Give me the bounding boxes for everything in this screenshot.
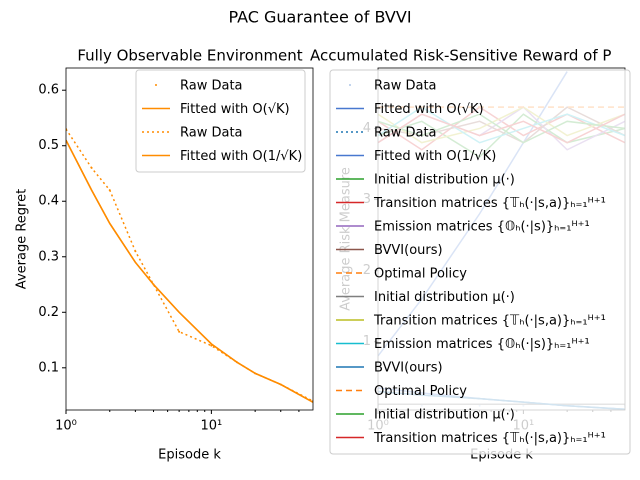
legend-label: Transition matrices {𝕋ₕ(·|s,a)}ₕ₌₁ᴴ⁺¹ (373, 196, 606, 211)
legend-label: Optimal Policy (374, 267, 467, 282)
legend-label: Fitted with O(√K) (374, 102, 484, 117)
x-axis-label: Episode k (158, 448, 221, 463)
y-axis-label: Average Regret (15, 189, 30, 289)
legend-label: Transition matrices {𝕋ₕ(·|s,a)}ₕ₌₁ᴴ⁺¹ (373, 314, 606, 329)
subplot-title: Fully Observable Environment (77, 47, 302, 65)
legend-marker (349, 84, 351, 86)
legend-label: Initial distribution μ(·) (374, 408, 515, 423)
legend-label: Optimal Policy (374, 384, 467, 399)
legend-marker (155, 84, 157, 86)
y-tick-label: 0.1 (38, 360, 59, 375)
y-tick-label: 0.3 (38, 249, 59, 264)
y-tick-label: 0.4 (38, 194, 59, 209)
legend-label: BVVI(ours) (374, 243, 443, 258)
subplot-title: Accumulated Risk-Sensitive Reward of P (310, 47, 611, 65)
legend-label: Fitted with O(1/√K) (180, 149, 302, 164)
legend-label: BVVI(ours) (374, 361, 443, 376)
legend-box (329, 69, 631, 455)
legend-label: Raw Data (180, 79, 243, 94)
x-tick-label: 10⁰ (55, 419, 77, 434)
legend-label: Fitted with O(1/√K) (374, 149, 496, 164)
data-line (66, 139, 313, 403)
y-tick-label: 0.5 (38, 138, 59, 153)
x-tick-label: 10¹ (200, 419, 222, 434)
legend-label: Initial distribution μ(·) (374, 173, 515, 188)
legend-label: Initial distribution μ(·) (374, 290, 515, 305)
legend-label: Transition matrices {𝕋ₕ(·|s,a)}ₕ₌₁ᴴ⁺¹ (373, 431, 606, 446)
data-point (178, 330, 181, 333)
y-tick-label: 0.2 (38, 305, 59, 320)
data-line (66, 139, 313, 403)
plot-area (66, 128, 313, 403)
axes-frame (65, 67, 314, 411)
legend-label: Raw Data (180, 126, 243, 141)
legend-label: Emission matrices {𝕆ₕ(·|s)}ₕ₌₁ᴴ⁺¹ (374, 337, 590, 352)
legend-label: Emission matrices {𝕆ₕ(·|s)}ₕ₌₁ᴴ⁺¹ (374, 220, 590, 235)
legend-label: Fitted with O(√K) (180, 102, 290, 117)
legend-label: Raw Data (374, 126, 437, 141)
y-tick-label: 0.6 (38, 83, 59, 98)
data-line (66, 128, 313, 402)
legend-label: Raw Data (374, 79, 437, 94)
figure-title: PAC Guarantee of BVVI (228, 8, 411, 27)
legend-box (135, 69, 306, 173)
